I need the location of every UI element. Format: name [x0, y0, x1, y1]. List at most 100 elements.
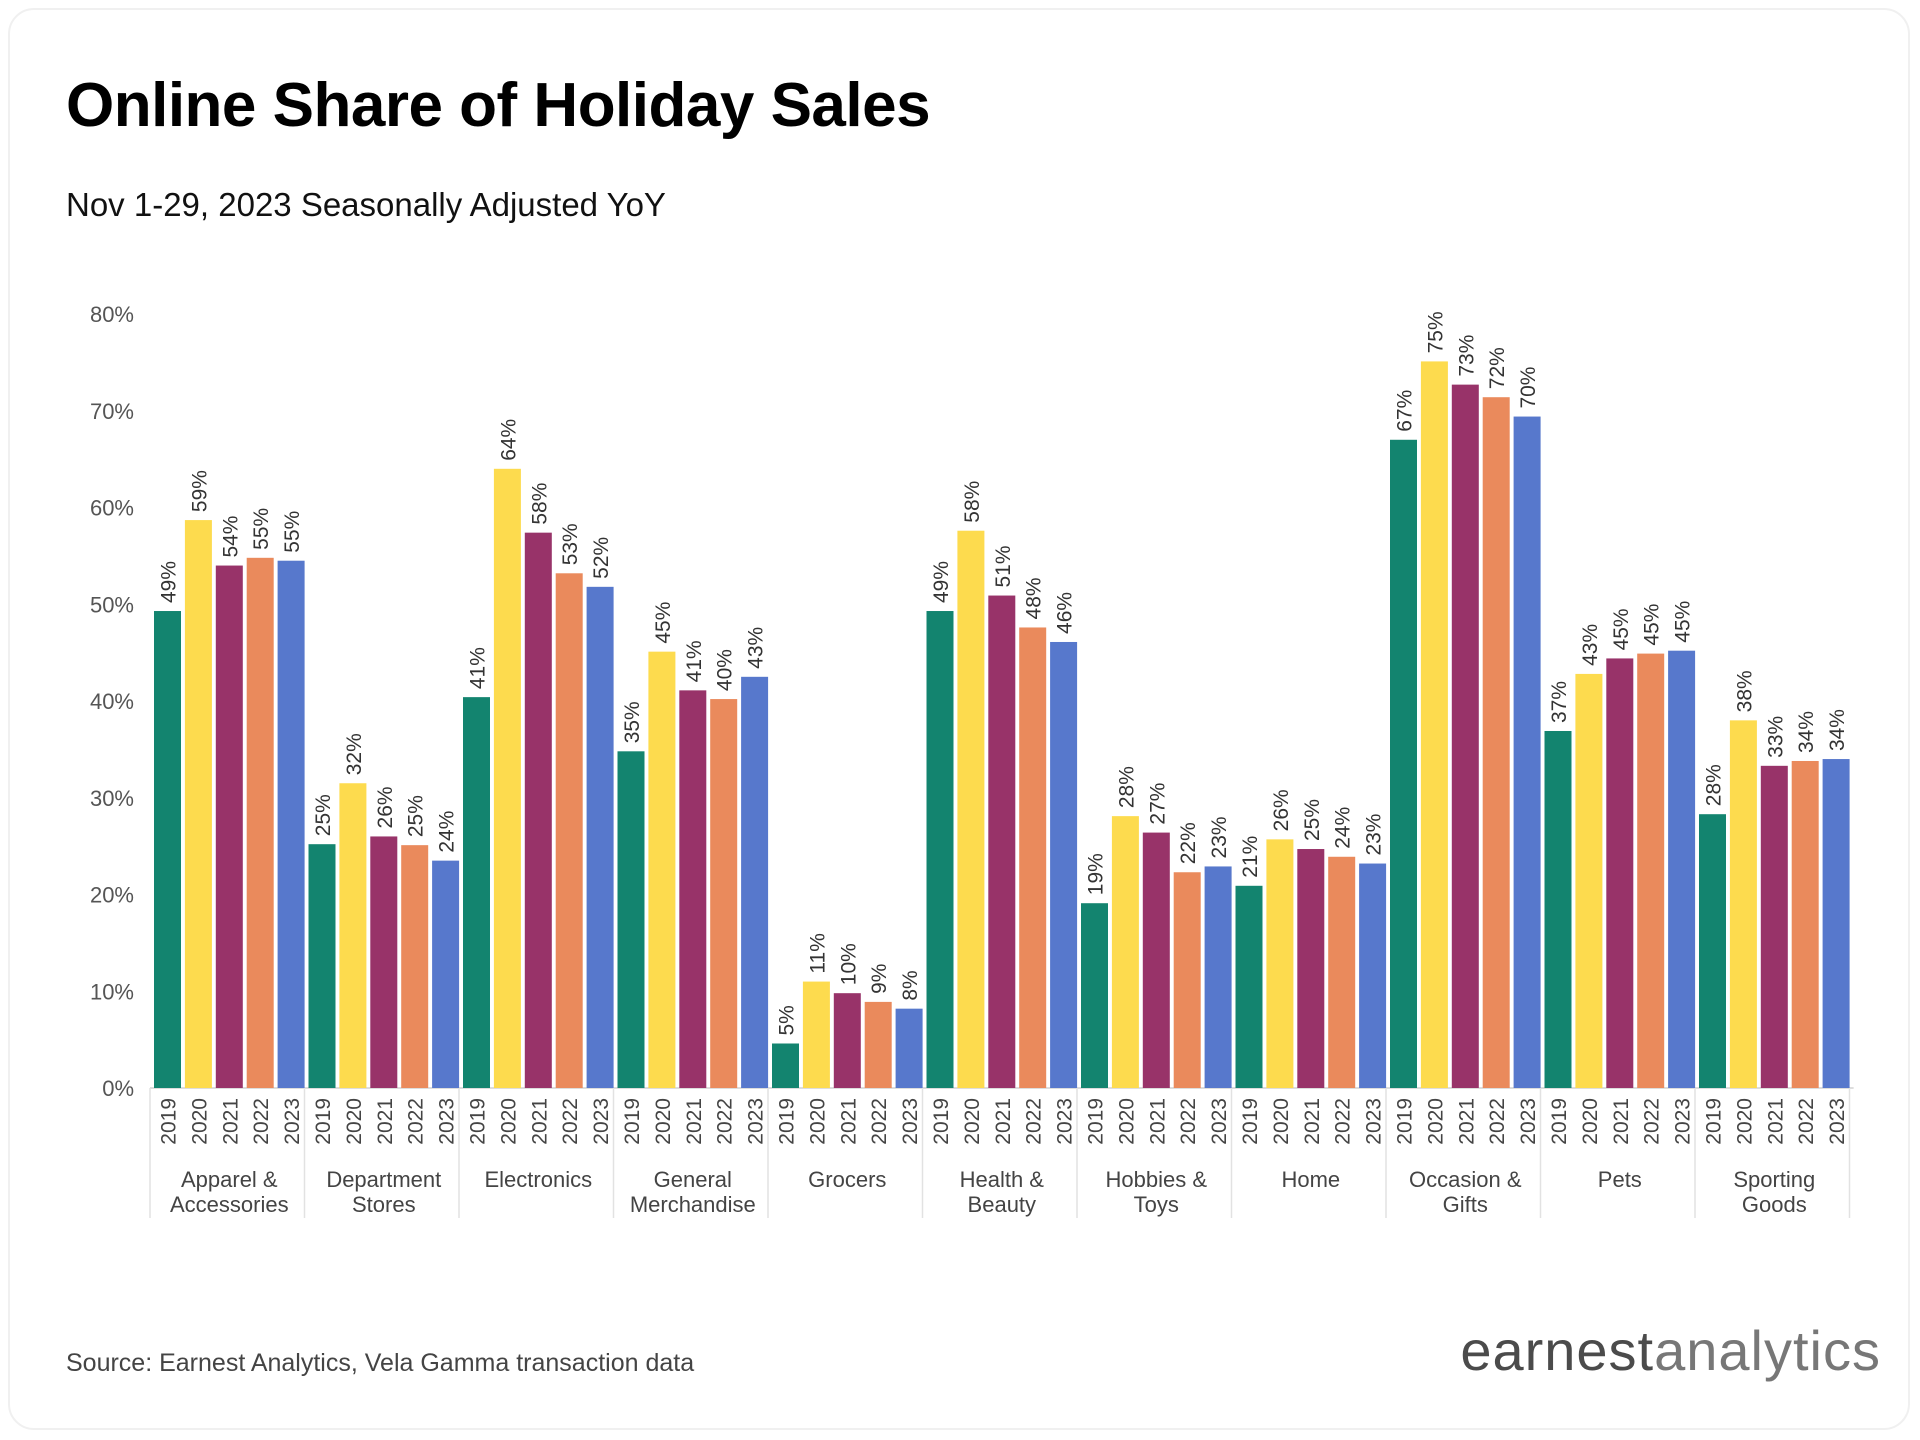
data-label: 48%: [1023, 577, 1046, 619]
x-tick-year: 2019: [776, 1098, 799, 1145]
data-label: 11%: [806, 933, 829, 973]
category-label: Grocers: [808, 1167, 886, 1192]
x-tick-year: 2022: [1795, 1098, 1818, 1145]
bar: [184, 520, 212, 1088]
bar: [463, 697, 490, 1088]
bar: [1173, 872, 1201, 1088]
x-tick-year: 2019: [1085, 1098, 1108, 1145]
x-tick-year: 2020: [343, 1098, 366, 1145]
category-label: Beauty: [968, 1192, 1037, 1217]
category-label: Merchandise: [630, 1192, 756, 1217]
data-label: 53%: [559, 523, 582, 565]
bar: [1729, 720, 1757, 1088]
y-tick-label: 20%: [90, 883, 134, 908]
x-tick-year: 2023: [1054, 1098, 1077, 1145]
x-tick-year: 2020: [806, 1098, 829, 1145]
bar: [1544, 730, 1572, 1088]
data-label: 67%: [1394, 390, 1417, 432]
data-label: 34%: [1795, 711, 1818, 753]
data-label: 43%: [1579, 624, 1602, 666]
bar: [1328, 856, 1356, 1088]
y-tick-label: 50%: [90, 592, 134, 617]
data-label: 54%: [219, 516, 242, 558]
data-label: 45%: [1610, 608, 1633, 650]
bar: [1451, 384, 1479, 1088]
x-tick-year: 2023: [281, 1098, 304, 1145]
data-label: 46%: [1054, 592, 1077, 634]
data-label: 27%: [1146, 783, 1169, 825]
x-tick-year: 2019: [1394, 1098, 1417, 1145]
bar: [1266, 839, 1294, 1088]
bar: [1513, 416, 1541, 1088]
data-label: 26%: [374, 786, 397, 828]
y-tick-label: 80%: [90, 302, 134, 327]
x-tick-year: 2019: [930, 1098, 953, 1145]
x-tick-year: 2021: [1764, 1098, 1787, 1145]
bar: [154, 611, 181, 1088]
bar: [1699, 814, 1726, 1088]
x-tick-year: 2020: [1579, 1098, 1602, 1145]
data-label: 41%: [467, 647, 490, 689]
bar: [1050, 641, 1078, 1088]
x-tick-year: 2019: [312, 1098, 335, 1145]
data-label: 70%: [1517, 367, 1540, 409]
bar: [1081, 903, 1108, 1088]
x-tick-year: 2020: [652, 1098, 675, 1145]
category-label: Department: [326, 1167, 441, 1192]
bar: [555, 573, 583, 1088]
y-tick-label: 40%: [90, 689, 134, 714]
category-label: Home: [1281, 1167, 1340, 1192]
data-label: 34%: [1826, 709, 1849, 751]
x-tick-year: 2021: [528, 1098, 551, 1145]
data-label: 45%: [1641, 604, 1664, 646]
x-tick-year: 2021: [1610, 1098, 1633, 1145]
y-tick-label: 30%: [90, 786, 134, 811]
category-label: Health &: [960, 1167, 1045, 1192]
bar: [833, 993, 861, 1088]
bar: [524, 532, 552, 1088]
bar: [648, 651, 676, 1088]
category-label: Apparel &: [181, 1167, 278, 1192]
data-label: 40%: [714, 649, 737, 691]
bar: [1420, 361, 1448, 1089]
brand-logo: earnestanalytics: [1460, 1318, 1881, 1383]
bar: [1637, 653, 1665, 1088]
x-tick-year: 2023: [745, 1098, 768, 1145]
bar: [1390, 439, 1417, 1088]
data-label: 22%: [1177, 822, 1200, 864]
x-tick-year: 2021: [219, 1098, 242, 1145]
data-label: 41%: [683, 640, 706, 682]
x-tick-year: 2023: [1363, 1098, 1386, 1145]
bar: [957, 530, 985, 1088]
bar: [895, 1008, 923, 1088]
x-tick-year: 2022: [714, 1098, 737, 1145]
x-tick-year: 2023: [1517, 1098, 1540, 1145]
data-label: 32%: [343, 733, 366, 775]
category-label: Hobbies &: [1106, 1167, 1208, 1192]
x-tick-year: 2019: [158, 1098, 181, 1145]
data-label: 26%: [1270, 789, 1293, 831]
x-tick-year: 2023: [1826, 1098, 1849, 1145]
data-label: 21%: [1239, 836, 1262, 878]
bar: [1142, 832, 1170, 1088]
x-tick-year: 2023: [590, 1098, 613, 1145]
data-label: 49%: [930, 561, 953, 603]
category-label: Electronics: [485, 1167, 593, 1192]
bar: [1235, 885, 1263, 1088]
x-tick-year: 2022: [1177, 1098, 1200, 1145]
x-tick-year: 2023: [1672, 1098, 1695, 1145]
bar: [926, 611, 954, 1088]
category-label: Stores: [352, 1192, 416, 1217]
data-label: 9%: [868, 964, 891, 994]
x-tick-year: 2022: [1486, 1098, 1509, 1145]
x-tick-year: 2021: [837, 1098, 860, 1145]
y-tick-label: 60%: [90, 496, 134, 521]
x-tick-year: 2022: [1332, 1098, 1355, 1145]
data-label: 24%: [1332, 807, 1355, 849]
x-tick-year: 2019: [1239, 1098, 1262, 1145]
bar: [339, 783, 367, 1088]
data-label: 25%: [312, 794, 335, 836]
brand-logo-part1: earnest: [1460, 1319, 1655, 1382]
data-label: 73%: [1455, 335, 1478, 377]
category-label: Gifts: [1443, 1192, 1488, 1217]
